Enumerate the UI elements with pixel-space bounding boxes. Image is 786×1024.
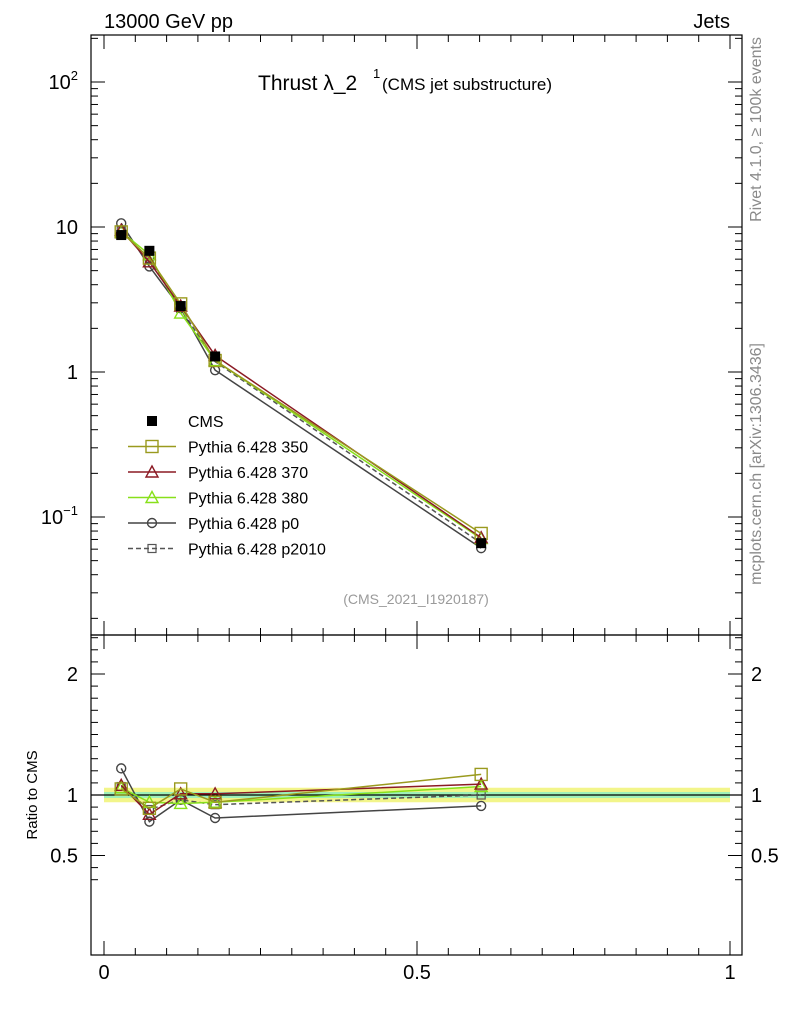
ratio-point-p370 [173, 786, 188, 800]
plot-title: Thrust λ_2 1 (CMS jet substructure) [258, 66, 552, 95]
ratio-ytick-label: 2 [67, 664, 78, 686]
main-ytick-label: 10 [56, 217, 78, 239]
ratio-point-p350 [114, 782, 128, 796]
ratio-ytick-label: 0.5 [50, 846, 78, 868]
point-cms [210, 351, 221, 362]
ratio-series-layer [114, 763, 489, 827]
legend-entry-p2010: Pythia 6.428 p2010 [128, 542, 326, 559]
point-cms [144, 245, 155, 256]
ratio-ytick-label-right: 2 [751, 664, 762, 686]
legend-entry-p0: Pythia 6.428 p0 [128, 516, 299, 533]
legend-marker-p0 [146, 517, 158, 529]
ratio-line-p370 [120, 783, 482, 816]
ratio-point-p350 [474, 767, 488, 782]
axes-ticks: 102 10 1 10−1 0.5 0.5 1 1 2 2 0 0.5 1 [41, 35, 779, 984]
title-main: Thrust λ_2 [258, 72, 357, 95]
ratio-point-p370 [207, 786, 223, 800]
title-subtitle: (CMS jet substructure) [382, 75, 552, 94]
ratio-point-p350 [142, 801, 157, 816]
main-ytick-exponent: 2 [71, 68, 78, 83]
ratio-point-p350 [173, 782, 188, 796]
ratio-line-p350 [120, 773, 482, 810]
main-series-layer [114, 218, 489, 554]
title-superscript: 1 [373, 66, 380, 81]
ratio-point-p380 [473, 779, 489, 793]
legend-label-p0: Pythia 6.428 p0 [188, 516, 299, 533]
mcplots-label: mcplots.cern.ch [arXiv:1306.3436] [748, 343, 765, 585]
ratio-point-p0 [116, 763, 127, 774]
ratio-point-p350 [208, 795, 222, 809]
legend-marker-p350 [145, 439, 159, 454]
point-cms [476, 538, 487, 549]
ratio-point-p370 [473, 776, 489, 790]
ratio-point-p380 [114, 780, 129, 794]
legend-entry-p370: Pythia 6.428 370 [128, 464, 308, 482]
ratio-point-p370 [114, 777, 129, 792]
legend-entry-p350: Pythia 6.428 350 [128, 440, 308, 457]
point-p380 [173, 305, 188, 319]
header-energy: 13000 GeV pp [104, 11, 233, 33]
legend-label-p380: Pythia 6.428 380 [188, 491, 308, 508]
xtick-label: 1 [724, 962, 735, 984]
rivet-version-label: Rivet 4.1.0, ≥ 100k events [748, 37, 765, 222]
legend-entry-cms: CMS [147, 414, 224, 431]
xtick-label: 0.5 [403, 962, 431, 984]
ratio-uncertainty-band [91, 787, 742, 803]
ratio-line-p380 [120, 785, 482, 805]
ratio-ytick-label-right: 0.5 [751, 846, 779, 868]
main-ytick-label: 10−1 [41, 503, 78, 529]
legend-label-p2010: Pythia 6.428 p2010 [188, 542, 326, 559]
legend-label-cms: CMS [188, 414, 224, 431]
legend-label-p370: Pythia 6.428 370 [188, 465, 308, 482]
ratio-point-p0 [144, 816, 155, 827]
main-ytick-exponent: −1 [63, 503, 78, 518]
ratio-series-p350 [114, 767, 488, 816]
legend: CMS Pythia 6.428 350 Pythia 6.428 370 Pythi… [128, 414, 326, 559]
legend-marker-cms [147, 416, 157, 426]
point-cms [116, 230, 127, 241]
main-ytick-label: 1 [67, 362, 78, 384]
legend-marker-p2010 [147, 543, 157, 554]
ratio-ytick-label-right: 1 [751, 785, 762, 807]
legend-marker-p370 [144, 464, 160, 478]
ratio-point-p380 [173, 796, 188, 810]
ratio-point-p0 [475, 800, 487, 812]
header-category: Jets [693, 11, 730, 33]
series-line-p350 [120, 231, 482, 535]
legend-marker-p380 [144, 490, 160, 504]
ratio-point-p0 [209, 812, 221, 824]
series-cms [116, 230, 487, 549]
legend-label-p350: Pythia 6.428 350 [188, 440, 308, 457]
analysis-id: (CMS_2021_I1920187) [343, 591, 489, 607]
ratio-series-p370 [114, 776, 489, 821]
legend-entry-p380: Pythia 6.428 380 [128, 490, 308, 508]
ratio-ytick-label: 1 [67, 785, 78, 807]
point-cms [175, 301, 186, 312]
main-ytick-label: 102 [49, 68, 78, 94]
point-p0 [116, 218, 127, 229]
series-line-p380 [120, 230, 482, 540]
xtick-label: 0 [98, 962, 109, 984]
ratio-ylabel: Ratio to CMS [24, 750, 41, 839]
